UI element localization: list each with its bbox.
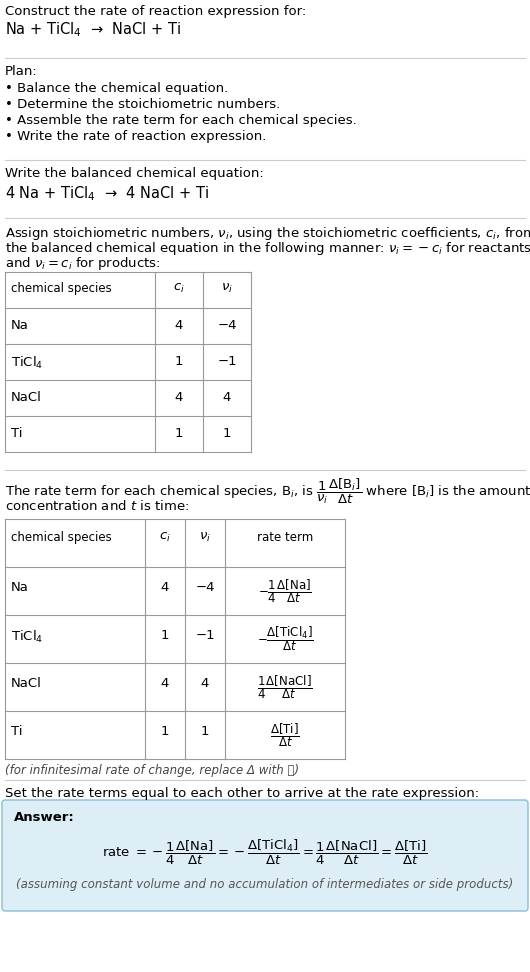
- Text: • Assemble the rate term for each chemical species.: • Assemble the rate term for each chemic…: [5, 114, 357, 127]
- Text: $c_i$: $c_i$: [173, 282, 185, 295]
- Text: −1: −1: [217, 355, 237, 368]
- Text: Ti: Ti: [11, 427, 22, 440]
- Text: TiCl$_4$: TiCl$_4$: [11, 355, 43, 371]
- Text: Assign stoichiometric numbers, $\nu_i$, using the stoichiometric coefficients, $: Assign stoichiometric numbers, $\nu_i$, …: [5, 225, 530, 242]
- Text: chemical species: chemical species: [11, 282, 112, 295]
- Text: Plan:: Plan:: [5, 65, 38, 78]
- Text: (assuming constant volume and no accumulation of intermediates or side products): (assuming constant volume and no accumul…: [16, 878, 514, 891]
- Text: −4: −4: [195, 581, 215, 594]
- Text: 4: 4: [161, 677, 169, 690]
- Text: Construct the rate of reaction expression for:: Construct the rate of reaction expressio…: [5, 5, 306, 18]
- Text: rate term: rate term: [257, 531, 313, 544]
- Text: −4: −4: [217, 319, 237, 332]
- Text: $c_i$: $c_i$: [159, 531, 171, 544]
- Text: Answer:: Answer:: [14, 811, 75, 824]
- Text: • Determine the stoichiometric numbers.: • Determine the stoichiometric numbers.: [5, 98, 280, 111]
- Text: 4: 4: [201, 677, 209, 690]
- Text: the balanced chemical equation in the following manner: $\nu_i = -c_i$ for react: the balanced chemical equation in the fo…: [5, 240, 530, 257]
- FancyBboxPatch shape: [2, 800, 528, 911]
- Text: 1: 1: [161, 629, 169, 642]
- Text: $\dfrac{1}{4}\dfrac{\Delta[\mathrm{NaCl}]}{\Delta t}$: $\dfrac{1}{4}\dfrac{\Delta[\mathrm{NaCl}…: [257, 674, 313, 701]
- Text: Na: Na: [11, 581, 29, 594]
- Text: • Balance the chemical equation.: • Balance the chemical equation.: [5, 82, 228, 95]
- Text: Na: Na: [11, 319, 29, 332]
- Text: 4: 4: [161, 581, 169, 594]
- Text: Write the balanced chemical equation:: Write the balanced chemical equation:: [5, 167, 264, 180]
- Text: 1: 1: [161, 725, 169, 738]
- Text: $\dfrac{\Delta[\mathrm{Ti}]}{\Delta t}$: $\dfrac{\Delta[\mathrm{Ti}]}{\Delta t}$: [270, 721, 300, 748]
- Text: NaCl: NaCl: [11, 677, 42, 690]
- Text: (for infinitesimal rate of change, replace Δ with 𝑑): (for infinitesimal rate of change, repla…: [5, 764, 299, 777]
- Text: TiCl$_4$: TiCl$_4$: [11, 629, 43, 645]
- Text: 4: 4: [175, 319, 183, 332]
- Text: concentration and $t$ is time:: concentration and $t$ is time:: [5, 499, 189, 513]
- Text: and $\nu_i = c_i$ for products:: and $\nu_i = c_i$ for products:: [5, 255, 161, 272]
- Text: 1: 1: [223, 427, 231, 440]
- Text: 1: 1: [175, 355, 183, 368]
- Text: $-\dfrac{\Delta[\mathrm{TiCl_4}]}{\Delta t}$: $-\dfrac{\Delta[\mathrm{TiCl_4}]}{\Delta…: [257, 625, 313, 653]
- Text: The rate term for each chemical species, B$_i$, is $\dfrac{1}{\nu_i}\dfrac{\Delt: The rate term for each chemical species,…: [5, 477, 530, 506]
- Text: 4: 4: [223, 391, 231, 404]
- Text: $\nu_i$: $\nu_i$: [199, 531, 211, 544]
- Text: Ti: Ti: [11, 725, 22, 738]
- Text: NaCl: NaCl: [11, 391, 42, 404]
- Text: Set the rate terms equal to each other to arrive at the rate expression:: Set the rate terms equal to each other t…: [5, 787, 479, 800]
- Text: • Write the rate of reaction expression.: • Write the rate of reaction expression.: [5, 130, 267, 143]
- Text: 4 Na + TiCl$_4$  →  4 NaCl + Ti: 4 Na + TiCl$_4$ → 4 NaCl + Ti: [5, 184, 209, 203]
- Text: $\nu_i$: $\nu_i$: [221, 282, 233, 295]
- Text: Na + TiCl$_4$  →  NaCl + Ti: Na + TiCl$_4$ → NaCl + Ti: [5, 20, 181, 39]
- Text: $-\dfrac{1}{4}\dfrac{\Delta[\mathrm{Na}]}{\Delta t}$: $-\dfrac{1}{4}\dfrac{\Delta[\mathrm{Na}]…: [258, 577, 312, 605]
- Text: −1: −1: [195, 629, 215, 642]
- Text: 1: 1: [201, 725, 209, 738]
- Text: chemical species: chemical species: [11, 531, 112, 544]
- Text: 4: 4: [175, 391, 183, 404]
- Text: 1: 1: [175, 427, 183, 440]
- Text: rate $= -\dfrac{1}{4}\dfrac{\Delta[\mathrm{Na}]}{\Delta t}= -\dfrac{\Delta[\math: rate $= -\dfrac{1}{4}\dfrac{\Delta[\math…: [102, 838, 428, 867]
